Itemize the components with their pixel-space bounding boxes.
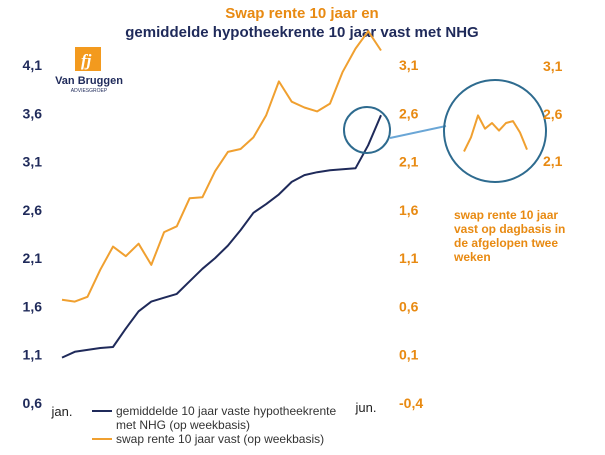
series-line-swap	[61, 30, 382, 303]
zoom-circle	[343, 106, 391, 154]
annotation-line-0: swap rente 10 jaar	[454, 208, 558, 222]
y-right-tick-6: 2,6	[399, 105, 419, 121]
y-right-tick-4: 1,6	[399, 202, 419, 218]
y-left-tick-1: 1,1	[23, 347, 43, 363]
y-right-tick-5: 2,1	[399, 154, 419, 170]
annotation-line-1: vast op dagbasis in	[454, 222, 565, 236]
x-tick-jan: jan.	[51, 404, 73, 419]
y-left-tick-4: 2,6	[23, 202, 43, 218]
y-left-tick-5: 3,1	[23, 154, 43, 170]
y-left-tick-6: 3,6	[23, 105, 43, 121]
legend-label-mortgage-2: met NHG (op weekbasis)	[116, 418, 250, 432]
x-tick-jun: jun.	[355, 400, 377, 415]
fj-logo-icon	[75, 47, 101, 71]
y-right-tick-1: 0,1	[399, 347, 419, 363]
inset-circle	[443, 79, 547, 183]
logo-glyph: fj	[81, 51, 92, 70]
inset-line	[463, 114, 528, 152]
y-left-tick-2: 1,6	[23, 298, 43, 314]
y-right-tick-0: -0,4	[399, 395, 423, 411]
y-right-tick-7: 3,1	[399, 57, 419, 73]
inset-tick-0: 3,1	[543, 58, 563, 74]
y-left-ticks: 0,6 1,1 1,6 2,1 2,6 3,1 3,6 4,1	[23, 57, 43, 411]
inset-tick-2: 2,1	[543, 153, 563, 169]
logo-sub: ADVIESGROEP	[71, 88, 108, 94]
legend: gemiddelde 10 jaar vaste hypotheekrente …	[92, 404, 336, 446]
chart-title-line1: Swap rente 10 jaar en	[225, 5, 378, 22]
y-right-tick-2: 0,6	[399, 298, 419, 314]
logo: fj Van Bruggen ADVIESGROEP	[55, 47, 123, 94]
y-left-tick-7: 4,1	[23, 57, 43, 73]
y-left-tick-3: 2,1	[23, 250, 43, 266]
y-left-tick-0: 0,6	[23, 395, 43, 411]
legend-label-mortgage-1: gemiddelde 10 jaar vaste hypotheekrente	[116, 404, 336, 418]
y-right-tick-3: 1,1	[399, 250, 419, 266]
inset-tick-1: 2,6	[543, 106, 563, 122]
chart-title-line2: gemiddelde hypotheekrente 10 jaar vast m…	[125, 24, 478, 41]
series-line-mortgage	[61, 114, 382, 359]
y-right-ticks: -0,4 0,1 0,6 1,1 1,6 2,1 2,6 3,1	[399, 57, 423, 411]
annotation-line-3: weken	[453, 250, 491, 264]
logo-name: Van Bruggen	[55, 75, 123, 87]
legend-label-swap: swap rente 10 jaar vast (op weekbasis)	[116, 432, 324, 446]
callout-line	[389, 125, 447, 139]
annotation-line-2: de afgelopen twee	[454, 236, 558, 250]
